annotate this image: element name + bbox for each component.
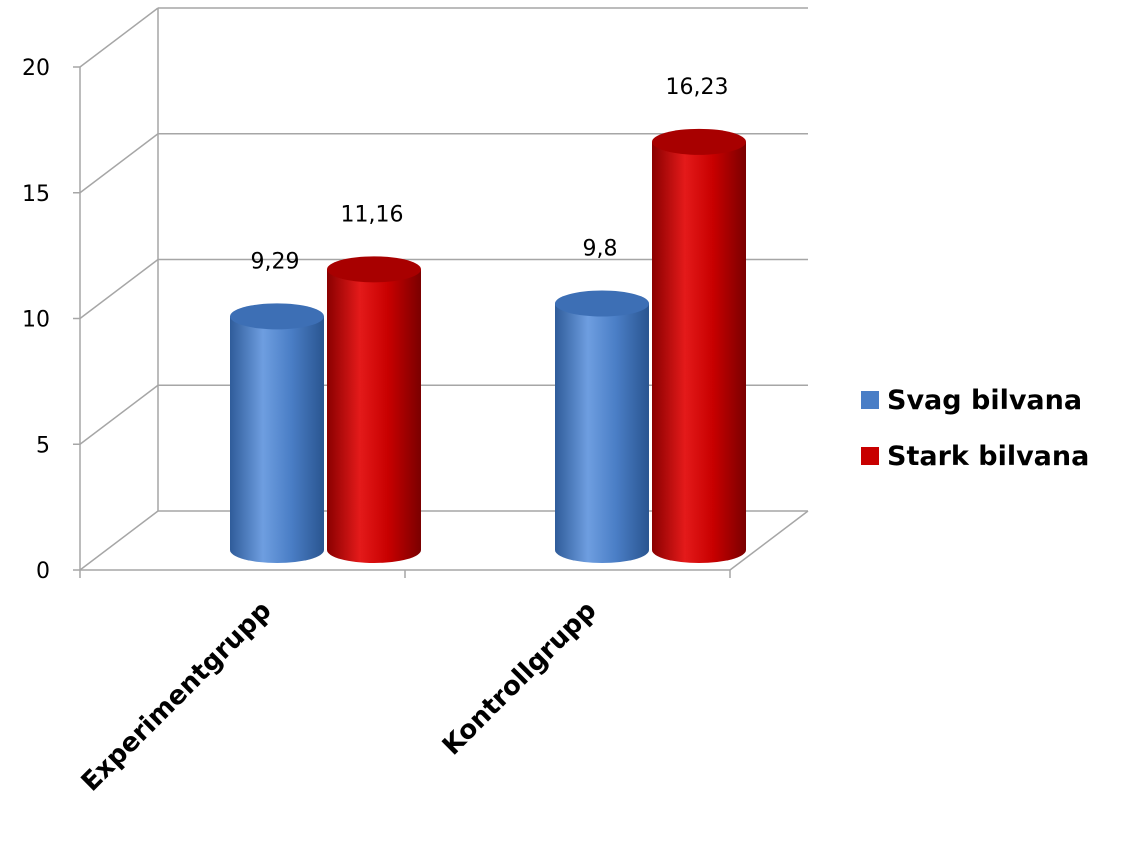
bar-svag-0 <box>230 303 324 563</box>
legend-label: Svag bilvana <box>887 385 1082 416</box>
y-tick-label: 5 <box>36 433 50 458</box>
bar-stark-1 <box>652 128 746 564</box>
gridline-diagonal <box>79 384 159 445</box>
data-label: 11,16 <box>341 202 404 227</box>
y-tick-label: 10 <box>22 308 50 333</box>
legend-swatch <box>861 447 879 465</box>
data-label: 9,29 <box>251 249 300 274</box>
y-axis-ticks: 0 5 10 15 20 <box>22 56 80 584</box>
data-label: 16,23 <box>666 75 729 100</box>
bar-top <box>652 128 746 155</box>
bar-stark-0 <box>327 256 421 563</box>
y-tick-label: 0 <box>36 559 50 584</box>
bar-top <box>327 256 421 283</box>
bar-body <box>652 141 746 564</box>
bar-body <box>327 269 421 563</box>
gridline-diagonal <box>79 258 159 320</box>
bar-body <box>555 303 649 563</box>
y-tick-label: 15 <box>22 182 50 207</box>
category-label: Experimentgrupp <box>76 596 278 798</box>
bar-top <box>230 303 324 330</box>
category-labels: Experimentgrupp Kontrollgrupp <box>76 596 603 798</box>
bars <box>230 128 746 564</box>
bar-body <box>230 316 324 563</box>
floor-right-edge <box>729 510 809 571</box>
gridline-diagonal <box>79 133 159 194</box>
chart-frame <box>79 7 809 578</box>
data-labels: 9,29 11,16 9,8 16,23 <box>251 75 729 275</box>
bar-svag-1 <box>555 290 649 563</box>
category-label: Kontrollgrupp <box>437 596 603 762</box>
data-label: 9,8 <box>583 237 618 262</box>
legend-swatch <box>861 391 879 409</box>
legend-label: Stark bilvana <box>887 441 1089 472</box>
gridline-diagonal <box>79 510 159 571</box>
y-tick-label: 20 <box>22 56 50 81</box>
gridline-diagonal <box>79 7 159 68</box>
legend: Svag bilvana Stark bilvana <box>861 385 1089 472</box>
bar-top <box>555 290 649 317</box>
